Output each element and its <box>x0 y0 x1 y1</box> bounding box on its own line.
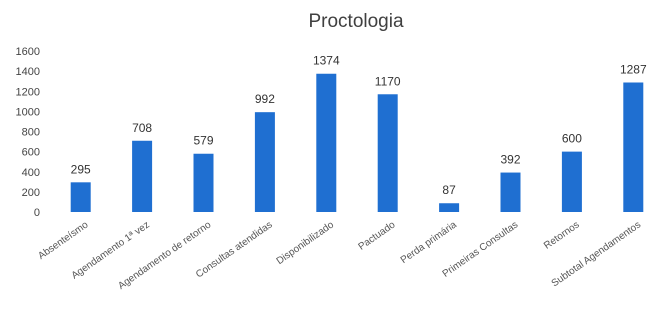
data-label: 1287 <box>620 62 647 76</box>
bar <box>561 151 582 212</box>
y-tick-label: 400 <box>22 167 40 179</box>
y-tick-label: 1600 <box>16 46 40 58</box>
data-label: 392 <box>500 153 520 167</box>
bar <box>132 140 153 212</box>
y-tick-label: 200 <box>22 187 40 199</box>
bar <box>254 112 275 212</box>
y-tick-label: 600 <box>22 147 40 159</box>
bar <box>500 172 521 212</box>
x-tick-label: Perda primária <box>399 219 459 266</box>
x-tick-label: Disponibilizado <box>275 219 337 267</box>
x-tick-label: Retornos <box>542 219 582 251</box>
bar <box>439 203 460 212</box>
data-label: 579 <box>193 134 213 148</box>
bars <box>70 73 644 213</box>
data-label: 295 <box>71 162 91 176</box>
y-tick-label: 1200 <box>16 86 40 98</box>
bar <box>70 182 91 212</box>
data-label: 1374 <box>313 54 340 68</box>
chart-title: Proctologia <box>308 11 403 32</box>
x-tick-label: Pactuado <box>356 219 397 252</box>
x-tick-label: Absenteísmo <box>36 219 90 262</box>
y-tick-label: 0 <box>34 207 40 219</box>
bar <box>377 94 398 212</box>
data-label: 87 <box>442 183 456 197</box>
bar <box>623 82 644 212</box>
bar <box>316 73 337 213</box>
bar <box>193 153 214 212</box>
data-label: 600 <box>562 132 582 146</box>
data-label: 1170 <box>375 74 401 88</box>
y-axis: 0 200 400 600 800 1000 1200 1400 1600 <box>16 46 40 219</box>
data-labels: 295 708 579 992 1374 1170 87 392 600 1287 <box>71 54 647 198</box>
y-tick-label: 1400 <box>16 66 40 78</box>
y-tick-label: 800 <box>22 127 40 139</box>
data-label: 992 <box>255 92 275 106</box>
y-tick-label: 1000 <box>16 106 40 118</box>
data-label: 708 <box>132 121 152 135</box>
